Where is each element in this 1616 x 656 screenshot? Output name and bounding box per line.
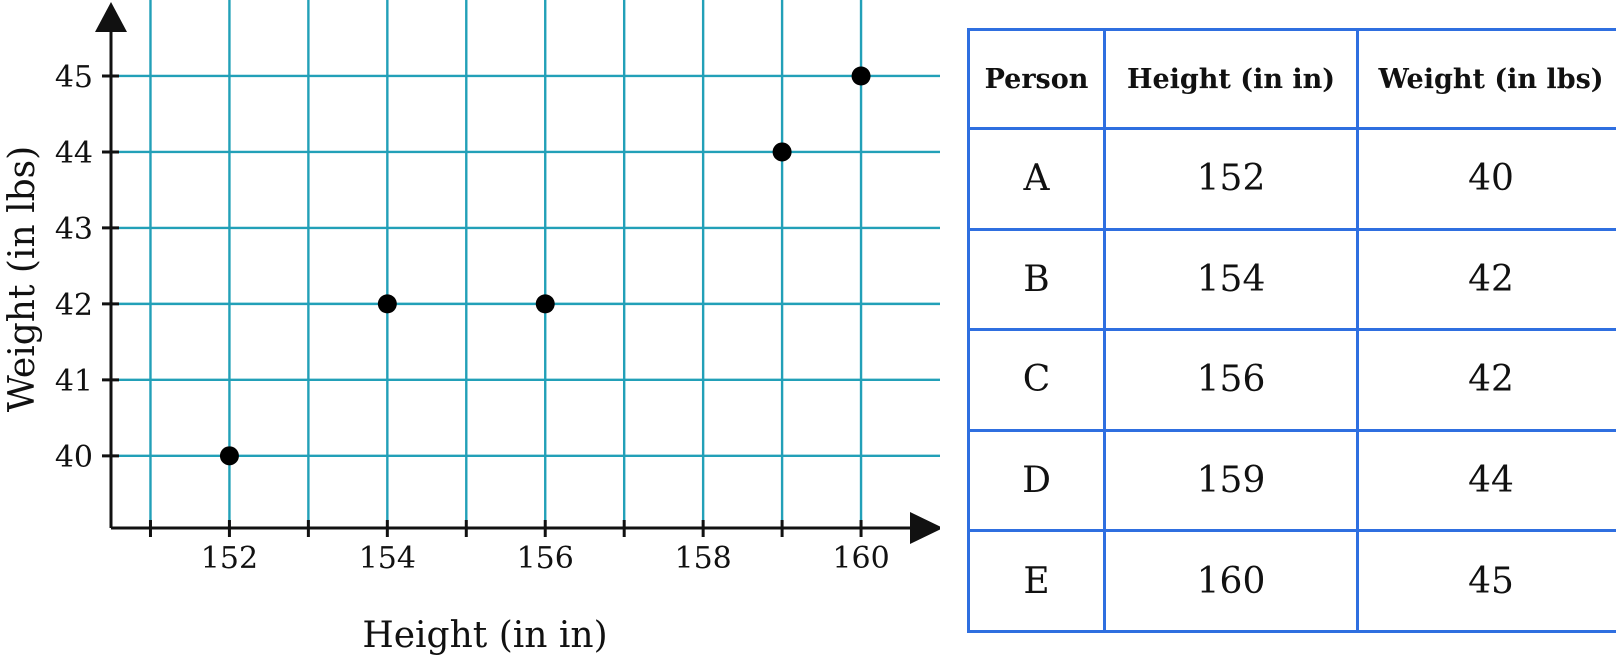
data-point <box>535 294 555 314</box>
scatter-chart: 152 154 156 158 160 40 41 42 43 44 45 Height (in … <box>2 0 940 656</box>
y-tick-label: 43 <box>55 212 93 247</box>
data-point <box>377 294 397 314</box>
y-axis-arrow-icon <box>95 2 127 32</box>
axes <box>95 2 940 544</box>
cell-weight: 42 <box>1356 328 1616 432</box>
cell-person: E <box>967 529 1106 633</box>
y-tick-label: 40 <box>55 440 93 475</box>
data-table: Person Height (in in) Weight (in lbs) A … <box>967 28 1616 633</box>
data-point <box>219 446 239 466</box>
header-person: Person <box>967 28 1106 130</box>
x-tick-label: 152 <box>201 541 258 576</box>
header-weight: Weight (in lbs) <box>1356 28 1616 130</box>
tick-marks <box>102 74 863 537</box>
cell-height: 152 <box>1103 127 1359 231</box>
cell-weight: 45 <box>1356 529 1616 633</box>
header-height: Height (in in) <box>1103 28 1359 130</box>
y-tick-label: 45 <box>55 60 93 95</box>
cell-person: B <box>967 227 1106 332</box>
table-row: A 152 40 <box>967 127 1616 231</box>
x-tick-label: 154 <box>359 541 416 576</box>
cell-person: C <box>967 328 1106 432</box>
y-tick-label: 42 <box>55 288 93 323</box>
table-row: C 156 42 <box>967 328 1616 432</box>
cell-person: A <box>967 127 1106 231</box>
grid-lines <box>111 0 940 528</box>
y-tick-label: 41 <box>55 364 93 399</box>
cell-height: 154 <box>1103 227 1359 332</box>
cell-weight: 40 <box>1356 127 1616 231</box>
y-axis-title: Weight (in lbs) <box>2 146 43 412</box>
cell-weight: 44 <box>1356 428 1616 533</box>
x-axis-arrow-icon <box>910 512 940 544</box>
y-tick-label: 44 <box>55 136 93 171</box>
cell-weight: 42 <box>1356 227 1616 332</box>
data-point <box>851 66 871 86</box>
cell-person: D <box>967 428 1106 533</box>
x-tick-label: 158 <box>675 541 732 576</box>
cell-height: 156 <box>1103 328 1359 432</box>
table-row: B 154 42 <box>967 227 1616 332</box>
data-points <box>219 66 871 466</box>
table-header-row: Person Height (in in) Weight (in lbs) <box>967 28 1616 130</box>
table-row: D 159 44 <box>967 428 1616 533</box>
data-point <box>772 142 792 162</box>
table-row: E 160 45 <box>967 529 1616 633</box>
y-tick-labels: 40 41 42 43 44 45 <box>55 60 93 475</box>
cell-height: 159 <box>1103 428 1359 533</box>
x-axis-title: Height (in in) <box>362 615 607 656</box>
x-tick-label: 160 <box>832 541 889 576</box>
x-tick-label: 156 <box>517 541 574 576</box>
cell-height: 160 <box>1103 529 1359 633</box>
x-tick-labels: 152 154 156 158 160 <box>201 541 890 576</box>
